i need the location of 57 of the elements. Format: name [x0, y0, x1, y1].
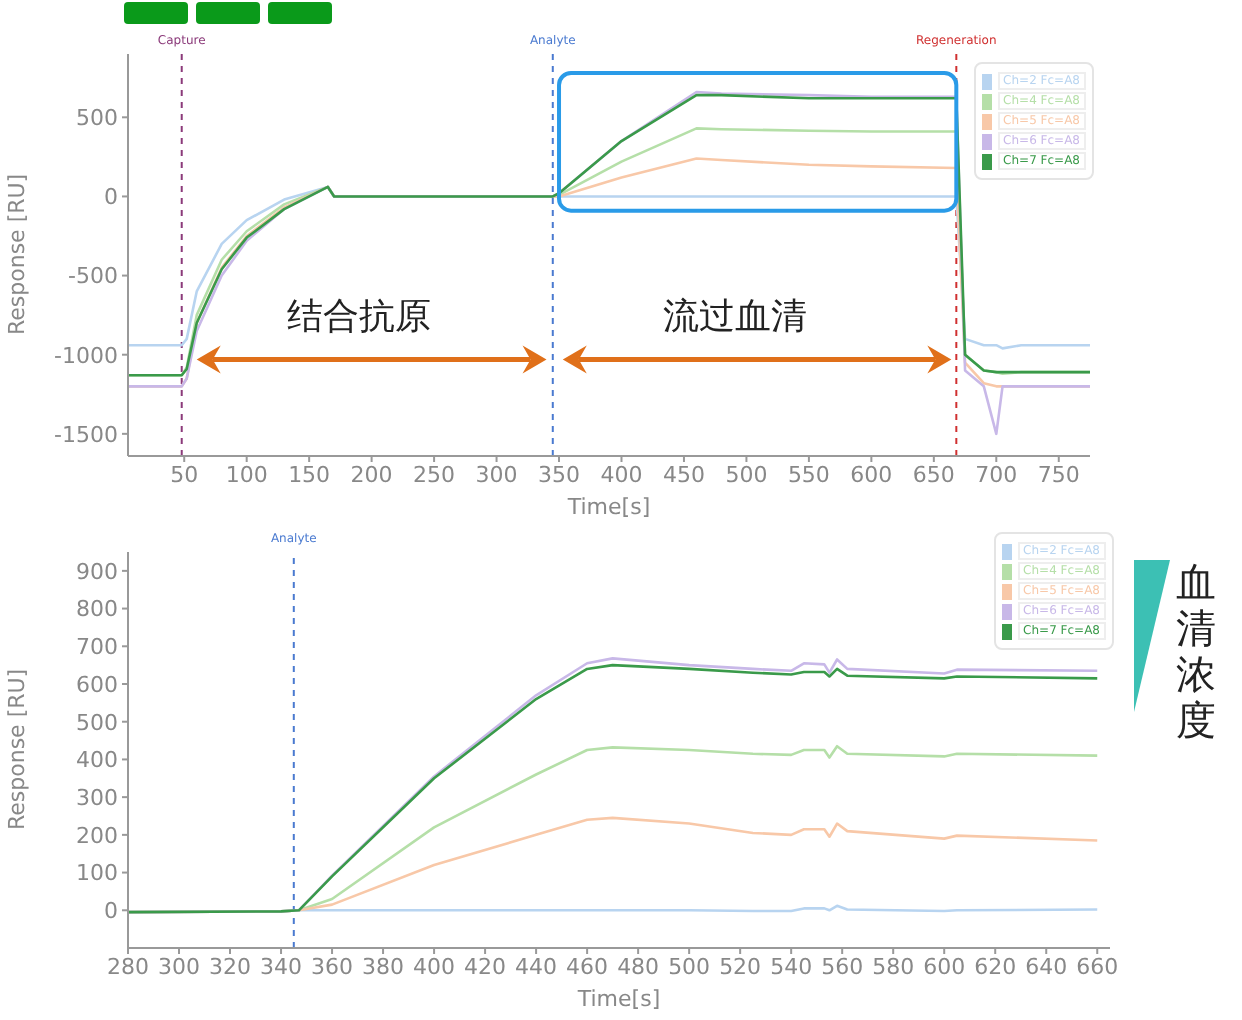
y-tick-label: 400 [76, 747, 118, 774]
x-tick-label: 380 [362, 953, 405, 980]
x-tick-label: 660 [1076, 953, 1119, 980]
x-tick-label: 480 [617, 953, 660, 980]
x-tick-label: 500 [668, 953, 711, 980]
x-tick-label: 340 [260, 953, 303, 980]
x-tick-label: 300 [158, 953, 201, 980]
x-tick-label: 400 [600, 461, 643, 488]
x-tick-label: 640 [1025, 953, 1068, 980]
y-tick-label: 100 [76, 860, 118, 887]
x-tick-label: 460 [566, 953, 609, 980]
x-tick-label: 700 [975, 461, 1018, 488]
x-tick-label: 620 [974, 953, 1017, 980]
y-tick-label: 500 [76, 709, 118, 736]
x-tick-label: 440 [515, 953, 558, 980]
x-tick-label: 600 [923, 953, 966, 980]
annotation: 结合抗原 [285, 293, 434, 340]
x-tick-label: 100 [225, 461, 268, 488]
y-tick-label: -1500 [54, 421, 118, 448]
y-tick-label: 200 [76, 822, 118, 849]
x-tick-label: 250 [413, 461, 456, 488]
x-tick-label: 320 [209, 953, 252, 980]
y-tick-label: 0 [104, 184, 118, 211]
x-tick-label: 580 [872, 953, 915, 980]
x-tick-label: 360 [311, 953, 354, 980]
y-axis-title: Response [RU] [3, 668, 30, 830]
x-tick-label: 300 [475, 461, 518, 488]
x-tick-label: 200 [350, 461, 393, 488]
x-axis-title: Time[s] [575, 986, 661, 1012]
y-tick-label: -500 [68, 263, 118, 290]
y-tick-label: 700 [76, 634, 118, 661]
y-tick-label: 900 [76, 558, 118, 585]
y-tick-label: 500 [76, 105, 118, 132]
x-tick-label: 280 [107, 953, 149, 980]
x-tick-label: 50 [170, 461, 199, 488]
y-tick-label: 600 [76, 671, 118, 698]
annotation: 流过血清 [661, 293, 810, 340]
x-tick-label: 540 [770, 953, 813, 980]
x-tick-label: 420 [464, 953, 507, 980]
x-tick-label: 750 [1037, 461, 1080, 488]
x-tick-label: 650 [912, 461, 955, 488]
x-tick-label: 150 [288, 461, 331, 488]
x-tick-label: 600 [850, 461, 893, 488]
y-axis-title: Response [RU] [3, 173, 30, 335]
x-tick-label: 560 [821, 953, 864, 980]
y-tick-label: 800 [76, 596, 118, 623]
x-tick-label: 400 [413, 953, 456, 980]
x-tick-label: 550 [787, 461, 830, 488]
y-tick-label: 0 [104, 898, 118, 925]
y-tick-label: 300 [76, 784, 118, 811]
x-tick-label: 520 [719, 953, 762, 980]
x-axis-title: Time[s] [565, 494, 651, 520]
y-tick-label: -1000 [54, 342, 118, 369]
x-tick-label: 450 [662, 461, 705, 488]
text: 血清浓度 [1176, 558, 1218, 744]
x-tick-label: 350 [538, 461, 581, 488]
x-tick-label: 500 [725, 461, 768, 488]
